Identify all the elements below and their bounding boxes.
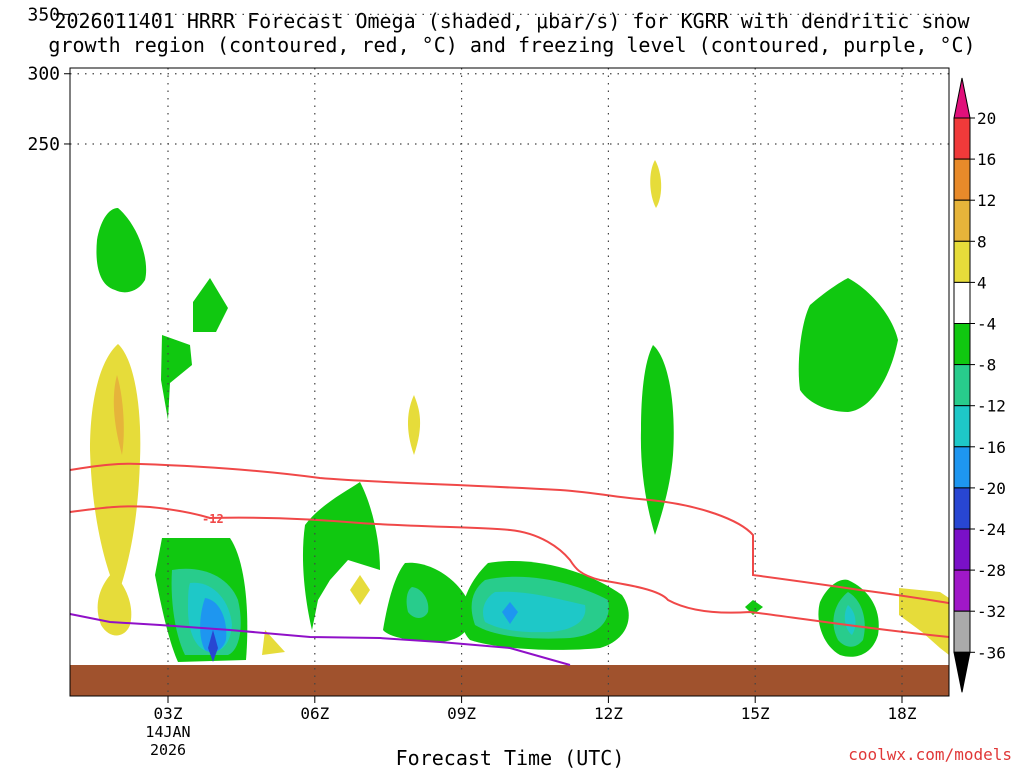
colorbar-bin <box>953 487 971 530</box>
colorbar-bin <box>953 364 971 407</box>
colorbar-bin <box>953 446 971 489</box>
colorbar-label: -20 <box>977 479 1006 498</box>
source-label: coolwx.com/models <box>848 745 1012 764</box>
x-tick-label: 12Z <box>594 704 623 723</box>
omega-negative-region <box>193 278 228 332</box>
colorbar-arrow-top <box>953 77 971 119</box>
colorbar-label: 4 <box>977 273 987 292</box>
terrain-surface <box>70 665 949 696</box>
omega-positive-region <box>350 575 370 605</box>
date-label-year: 2026 <box>150 741 186 759</box>
dgz-contours <box>69 462 950 638</box>
colorbar-label: -32 <box>977 602 1006 621</box>
omega-negative-region <box>406 587 429 618</box>
chart-title-line2: growth region (contoured, red, °C) and f… <box>48 33 975 57</box>
x-tick-label: 03Z <box>154 704 183 723</box>
omega-positive-region <box>262 630 285 655</box>
colorbar-label: -24 <box>977 520 1006 539</box>
dgz-upper-contour <box>69 462 950 604</box>
colorbar-label: -12 <box>977 397 1006 416</box>
x-axis-label: Forecast Time (UTC) <box>396 746 625 768</box>
colorbar-bin <box>953 610 971 653</box>
omega-positive-region <box>407 395 421 455</box>
colorbar-bin <box>953 199 971 242</box>
omega-positive-region <box>90 344 141 595</box>
omega-negative-region <box>208 630 218 662</box>
colorbar-bin <box>953 281 971 324</box>
chart-title-line1: 2026011401 HRRR Forecast Omega (shaded, … <box>54 9 970 33</box>
dgz-contour-label: -12 <box>202 512 224 526</box>
x-axis: 03Z 06Z 09Z 12Z 15Z 18Z <box>154 696 917 723</box>
omega-negative-region <box>96 208 147 293</box>
plot-frame <box>69 67 950 697</box>
colorbar-bin <box>953 240 971 283</box>
omega-negative-region <box>798 278 898 412</box>
colorbar-label: -16 <box>977 438 1006 457</box>
omega-positive-region <box>899 588 949 655</box>
omega-negative-region <box>483 591 586 633</box>
colorbar-label: -8 <box>977 356 996 375</box>
colorbar-label: 16 <box>977 150 996 169</box>
omega-positive-region <box>650 160 662 208</box>
freezing-level-line <box>69 613 571 666</box>
x-tick-label: 09Z <box>447 704 476 723</box>
colorbar-bin <box>953 117 971 160</box>
omega-positive-region <box>97 572 132 636</box>
dgz-lower-contour <box>69 505 950 638</box>
colorbar-bin <box>953 528 971 571</box>
colorbar-label: -4 <box>977 315 996 334</box>
omega-negative-region <box>502 602 518 624</box>
y-axis: 2503003504004505005506006507007508008509… <box>27 4 70 155</box>
y-tick-label: 250 <box>27 134 60 155</box>
colorbar-bin <box>953 569 971 612</box>
colorbar: 20 16 12 8 4 -4 -8 -12 -16 -20 -24 -28 -32 -36 <box>953 77 1006 693</box>
colorbar-label: 20 <box>977 109 996 128</box>
colorbar-label: -36 <box>977 643 1006 662</box>
omega-positive-region <box>113 375 124 455</box>
x-tick-label: 18Z <box>888 704 917 723</box>
colorbar-label: -28 <box>977 561 1006 580</box>
colorbar-label: 8 <box>977 232 987 251</box>
colorbar-label: 12 <box>977 191 996 210</box>
y-tick-label: 350 <box>27 4 60 25</box>
omega-negative-region <box>302 482 380 630</box>
y-tick-label: 300 <box>27 64 60 85</box>
colorbar-bin <box>953 158 971 201</box>
colorbar-bin <box>953 323 971 366</box>
x-tick-label: 15Z <box>741 704 770 723</box>
date-label-day: 14JAN <box>145 723 190 741</box>
omega-negative-region <box>161 335 192 420</box>
omega-negative-region <box>200 598 227 653</box>
omega-negative-region <box>844 605 856 635</box>
x-tick-label: 06Z <box>300 704 329 723</box>
omega-negative-region <box>640 345 674 535</box>
colorbar-bin <box>953 405 971 448</box>
omega-shading <box>90 160 949 662</box>
colorbar-arrow-bottom <box>953 651 971 693</box>
